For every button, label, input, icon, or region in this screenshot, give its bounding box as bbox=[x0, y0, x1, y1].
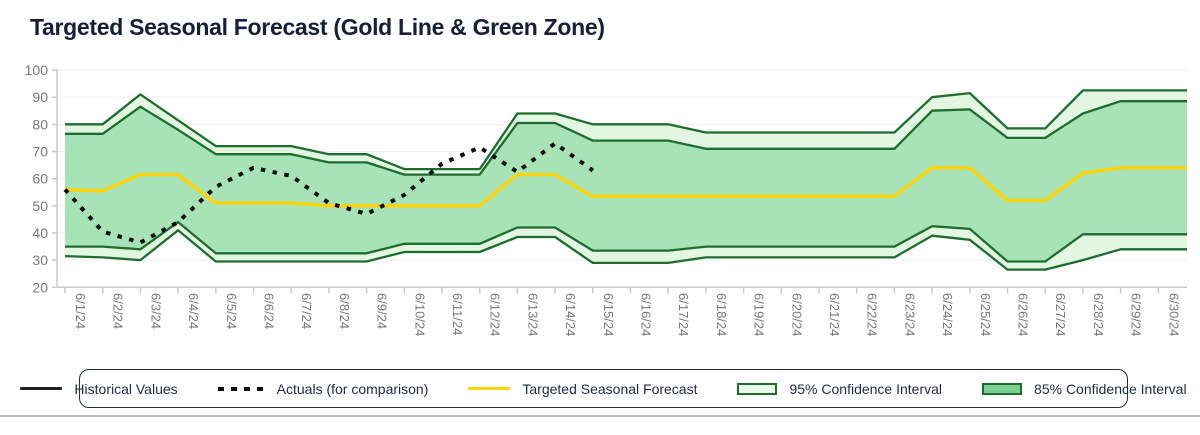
x-axis-label: 6/30/24 bbox=[1166, 293, 1181, 336]
x-axis-label: 6/2/24 bbox=[111, 293, 126, 329]
x-axis-label: 6/20/24 bbox=[789, 293, 804, 336]
ci85-lower-edge bbox=[65, 220, 1187, 263]
actuals-line bbox=[63, 141, 594, 245]
x-axis-label: 6/6/24 bbox=[262, 293, 277, 329]
y-axis-label: 90 bbox=[32, 89, 48, 105]
x-axis-label: 6/25/24 bbox=[978, 293, 993, 336]
legend-label-ci95: 95% Confidence Interval bbox=[789, 380, 943, 397]
ci85-upper-edge bbox=[65, 100, 1187, 176]
x-axis-label: 6/13/24 bbox=[525, 293, 540, 336]
x-axis-label: 6/19/24 bbox=[752, 293, 767, 336]
ci85-swatch bbox=[982, 382, 1023, 395]
historical-swatch bbox=[20, 387, 63, 390]
legend-item-actuals: Actuals (for comparison) bbox=[217, 380, 429, 397]
x-axis-label: 6/9/24 bbox=[375, 293, 390, 329]
x-axis-label: 6/23/24 bbox=[902, 293, 917, 336]
x-axis-label: 6/12/24 bbox=[488, 293, 503, 336]
ci95-upper-edge bbox=[65, 89, 1187, 171]
y-axis-label: 80 bbox=[32, 116, 48, 132]
legend-item-historical: Historical Values bbox=[20, 380, 178, 397]
x-axis-label: 6/11/24 bbox=[450, 293, 465, 335]
x-axis-label: 6/29/24 bbox=[1129, 293, 1144, 336]
forecast-line bbox=[64, 166, 1187, 208]
ci85-band bbox=[65, 101, 1187, 262]
x-axis-label: 6/5/24 bbox=[224, 293, 239, 329]
legend-label-historical: Historical Values bbox=[74, 380, 178, 397]
y-axis-label: 50 bbox=[32, 198, 48, 214]
chart-title: Targeted Seasonal Forecast (Gold Line & … bbox=[30, 14, 605, 40]
x-axis-label: 6/7/24 bbox=[299, 293, 314, 329]
y-axis-label: 40 bbox=[32, 225, 48, 241]
x-axis-label: 6/15/24 bbox=[601, 293, 616, 336]
legend-label-ci85: 85% Confidence Interval bbox=[1034, 380, 1187, 397]
actuals-swatch bbox=[217, 386, 265, 391]
y-axis-label: 70 bbox=[32, 143, 48, 159]
y-axis-label: 60 bbox=[32, 171, 48, 187]
legend-label-forecast: Targeted Seasonal Forecast bbox=[522, 380, 698, 397]
legend-item-forecast: Targeted Seasonal Forecast bbox=[468, 381, 697, 397]
chart-legend: Historical Values Actuals (for comparison… bbox=[20, 369, 1187, 408]
y-axis-label: 100 bbox=[25, 62, 49, 78]
ci95-swatch bbox=[737, 382, 778, 395]
legend-item-ci95: 95% Confidence Interval bbox=[737, 381, 942, 397]
x-axis-label: 6/3/24 bbox=[148, 293, 163, 329]
x-axis-label: 6/16/24 bbox=[639, 293, 654, 336]
x-axis-label: 6/14/24 bbox=[563, 293, 578, 336]
x-axis-label: 6/22/24 bbox=[865, 293, 880, 336]
y-axis-label: 20 bbox=[32, 279, 48, 295]
forecast-chart-svg: 20 30 40 50 60 70 80 90 100 6/1/24 6/2/24 6/3/24 6/4… bbox=[25, 62, 1187, 336]
legend-item-ci85: 85% Confidence Interval bbox=[982, 381, 1187, 397]
x-axis-label: 6/21/24 bbox=[827, 293, 842, 336]
x-axis-label: 6/1/24 bbox=[73, 293, 88, 329]
x-axis-label: 6/28/24 bbox=[1091, 293, 1106, 336]
x-axis-label: 6/4/24 bbox=[186, 293, 201, 329]
bottom-divider bbox=[0, 415, 1200, 417]
x-axis-label: 6/27/24 bbox=[1053, 293, 1068, 336]
legend-label-actuals: Actuals (for comparison) bbox=[276, 380, 429, 397]
forecast-swatch bbox=[468, 387, 511, 390]
x-axis-label: 6/24/24 bbox=[940, 293, 955, 336]
y-axis-label: 30 bbox=[32, 252, 48, 268]
ci95-lower-edge bbox=[64, 229, 1187, 271]
x-axis-label: 6/26/24 bbox=[1016, 293, 1031, 336]
x-axis-label: 6/18/24 bbox=[714, 293, 729, 336]
x-axis-label: 6/17/24 bbox=[676, 293, 691, 336]
x-axis-label: 6/8/24 bbox=[337, 293, 352, 329]
x-axis-label: 6/10/24 bbox=[412, 293, 427, 336]
